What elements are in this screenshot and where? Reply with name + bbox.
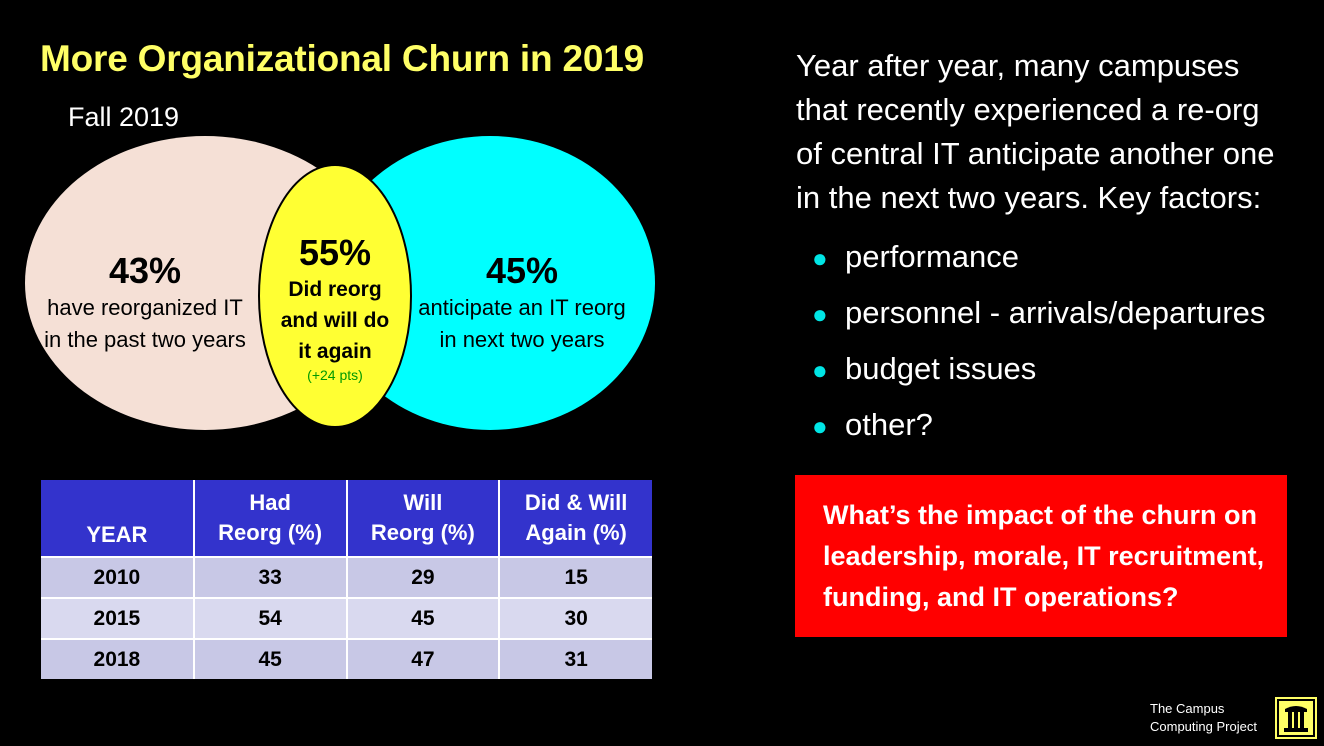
- summary-line: in the next two years. Key factors:: [796, 180, 1262, 215]
- key-factors-list: ● performance ● personnel - arrivals/depar…: [812, 232, 1265, 456]
- venn-middle-line1: Did reorg: [288, 278, 382, 301]
- table-cell: 31: [499, 638, 652, 679]
- venn-middle-line2: and will do: [280, 309, 390, 332]
- table-row: 2018 45 47 31: [41, 638, 652, 679]
- table-cell: 45: [193, 638, 348, 679]
- bullet-icon: ●: [812, 355, 828, 385]
- table-row: 2015 54 45 30: [41, 597, 652, 639]
- venn-right-line2: in next two years: [439, 327, 605, 352]
- table-header-row: YEAR Had Reorg (%) Will Reorg (%) Did & …: [41, 480, 652, 557]
- table-header-will-reorg: Will Reorg (%): [346, 480, 501, 557]
- list-item: ● personnel - arrivals/departures: [812, 288, 1265, 344]
- table-cell: 33: [193, 556, 348, 598]
- footer-credit: The Campus Computing Project: [1150, 701, 1257, 734]
- venn-middle-percent: 55%: [298, 232, 372, 273]
- table-cell: 47: [346, 638, 501, 679]
- question-callout: What’s the impact of the churn on leader…: [795, 475, 1287, 637]
- venn-left-line2: in the past two years: [44, 327, 246, 352]
- table-header-did-will-again: Did & Will Again (%): [499, 480, 652, 557]
- table-cell: 45: [346, 597, 501, 639]
- question-line: leadership, morale, IT recruitment,: [823, 541, 1265, 571]
- bullet-icon: ●: [812, 411, 828, 441]
- bullet-icon: ●: [812, 299, 828, 329]
- summary-line: that recently experienced a re-org: [796, 92, 1260, 127]
- table-row: 2010 33 29 15: [41, 556, 652, 598]
- venn-left-percent: 43%: [108, 250, 182, 291]
- bullet-icon: ●: [812, 243, 828, 273]
- venn-right-line1: anticipate an IT reorg: [418, 295, 626, 320]
- list-item: ● budget issues: [812, 344, 1265, 400]
- summary-paragraph: Year after year, many campuses that rece…: [796, 44, 1296, 220]
- venn-middle-note: (+24 pts): [307, 367, 363, 383]
- table-header-had-reorg: Had Reorg (%): [193, 480, 348, 557]
- table-cell: 2018: [41, 638, 195, 679]
- table-cell: 54: [193, 597, 348, 639]
- table-cell: 30: [499, 597, 652, 639]
- summary-line: of central IT anticipate another one: [796, 136, 1275, 171]
- venn-middle-line3: it again: [298, 340, 372, 363]
- table-cell: 2015: [41, 597, 195, 639]
- list-item: ● other?: [812, 400, 1265, 456]
- table-cell: 2010: [41, 556, 195, 598]
- list-item: ● performance: [812, 232, 1265, 288]
- reorg-table: YEAR Had Reorg (%) Will Reorg (%) Did & …: [41, 480, 652, 679]
- table-header-year: YEAR: [41, 480, 195, 557]
- slide-title: More Organizational Churn in 2019: [40, 38, 645, 79]
- venn-left-line1: have reorganized IT: [47, 295, 243, 320]
- venn-intersection: [258, 164, 412, 428]
- campus-computing-logo-icon: [1275, 697, 1317, 739]
- venn-right-circle: [325, 136, 655, 430]
- question-line: funding, and IT operations?: [823, 582, 1179, 612]
- venn-right-percent: 45%: [485, 250, 559, 291]
- venn-diagram: [25, 136, 655, 430]
- summary-line: Year after year, many campuses: [796, 48, 1240, 83]
- slide-subtitle: Fall 2019: [68, 102, 180, 132]
- table-cell: 29: [346, 556, 501, 598]
- table-cell: 15: [499, 556, 652, 598]
- question-line: What’s the impact of the churn on: [823, 500, 1258, 530]
